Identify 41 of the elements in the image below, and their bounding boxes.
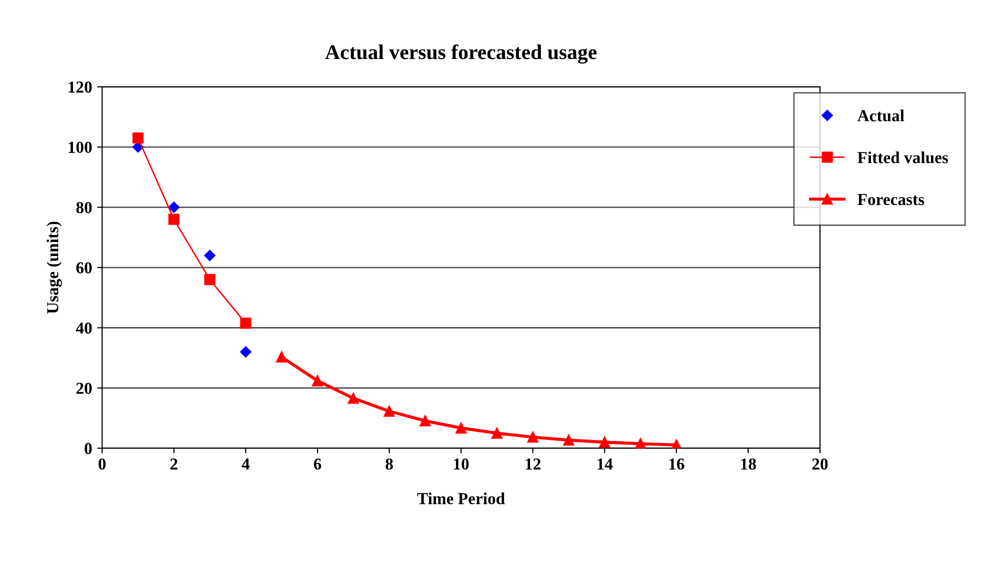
x-tick-label: 8 <box>386 458 393 470</box>
legend-label: Forecasts <box>858 194 924 206</box>
y-tick-label: 60 <box>76 262 92 274</box>
x-tick-label: 0 <box>98 458 106 470</box>
y-tick-label: 120 <box>68 81 92 93</box>
legend-label: Fitted values <box>858 151 948 164</box>
x-tick-label: 16 <box>669 458 684 470</box>
y-tick-label: 100 <box>68 142 92 153</box>
point <box>132 132 144 144</box>
x-axis-title: Time Period <box>417 492 505 504</box>
point <box>420 415 431 426</box>
point <box>276 351 288 363</box>
x-tick-label: 2 <box>170 458 178 470</box>
y-tick-label: 0 <box>84 442 92 454</box>
point <box>527 432 538 443</box>
point <box>204 250 216 262</box>
x-tick-label: 18 <box>741 458 756 470</box>
x-tick-label: 12 <box>526 458 540 470</box>
chart-title: Actual versus forecasted usage <box>325 44 597 64</box>
point <box>491 428 502 439</box>
x-tick-label: 20 <box>812 458 828 470</box>
point <box>312 375 324 386</box>
x-tick-label: 10 <box>454 458 469 470</box>
y-tick-label: 80 <box>76 202 92 214</box>
point <box>563 434 574 446</box>
point <box>240 346 252 358</box>
y-tick-label: 40 <box>76 322 92 334</box>
y-axis-title: Usage (units) <box>46 222 62 314</box>
point <box>204 274 216 286</box>
point <box>384 406 395 417</box>
x-tick-label: 14 <box>598 458 613 470</box>
point <box>348 392 359 404</box>
point <box>455 422 467 434</box>
y-tick-label: 20 <box>76 382 92 394</box>
legend-label: Actual <box>857 110 904 122</box>
point <box>168 202 180 213</box>
point <box>599 436 610 448</box>
x-tick-label: 6 <box>314 458 322 470</box>
x-tick-label: 4 <box>242 458 250 470</box>
point <box>240 318 252 329</box>
point <box>168 214 180 225</box>
